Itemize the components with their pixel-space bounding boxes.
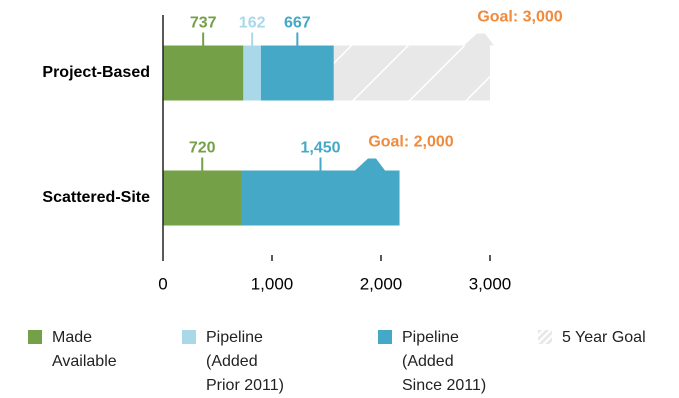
x-tick-label: 3,000 [469,274,512,293]
value-label: 162 [239,15,266,32]
legend-swatch [378,330,392,344]
chart: 0 1,000 2,000 3,000 Project-Based 737 162 667 Go… [42,9,562,294]
legend-item: Pipeline (Added Prior 2011) [182,326,294,398]
x-tick-label: 2,000 [360,274,403,293]
value-label: 737 [190,15,217,32]
x-tick-label: 0 [158,274,167,293]
bar-segment [243,45,261,101]
legend-item: 5 Year Goal [538,326,679,350]
bar-segment [163,45,244,101]
category-label: Scattered-Site [42,189,150,206]
value-label: 1,450 [300,140,340,157]
legend-swatch [538,330,552,344]
category-label: Project-Based [42,64,150,81]
bar-segment [163,170,242,226]
goal-label: Goal: 3,000 [477,9,562,26]
goal-label: Goal: 2,000 [368,134,453,151]
legend-swatch [182,330,196,344]
goal-pointer [355,158,385,171]
value-label: 667 [284,15,311,32]
bar-segment [241,170,400,226]
x-tick-label: 1,000 [251,274,294,293]
legend-label: 5 Year Goal [562,329,646,346]
legend-item: Made Available [28,326,140,374]
goal-pointer [464,33,494,46]
legend-label: Pipeline (Added Since 2011) [402,329,487,394]
legend-label: Pipeline (Added Prior 2011) [206,329,284,394]
legend-item: Pipeline (Added Since 2011) [378,326,490,398]
legend-swatch [28,330,42,344]
bar-segment [260,45,334,101]
value-label: 720 [189,140,216,157]
legend-label: Made Available [52,329,117,370]
